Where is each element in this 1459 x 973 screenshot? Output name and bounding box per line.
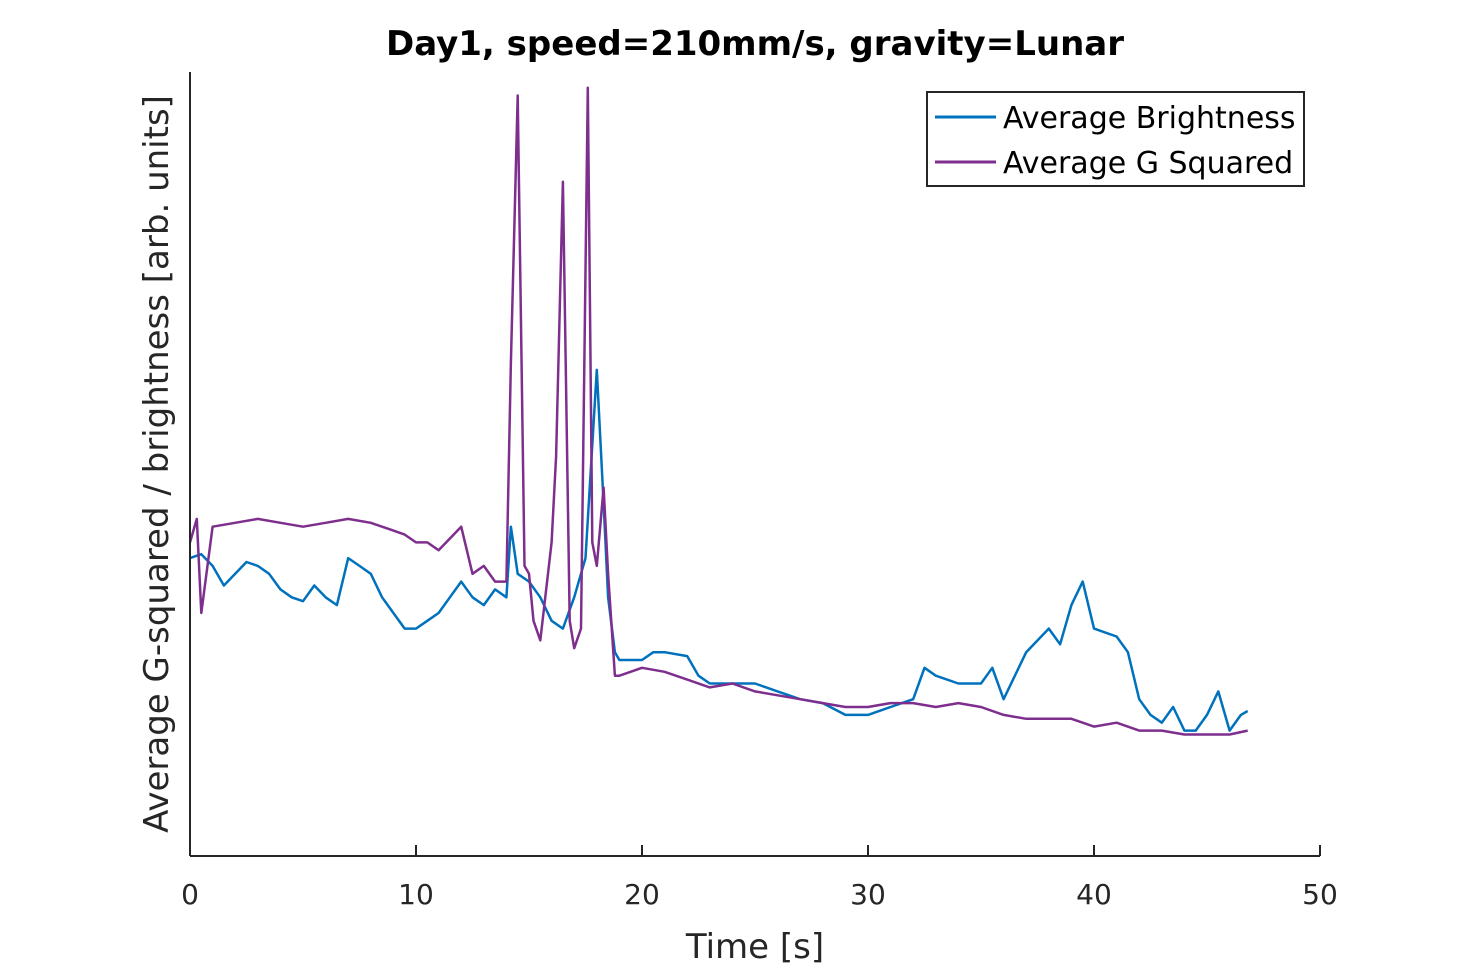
plot-lines (188, 86, 1249, 736)
x-tick-label: 50 (1302, 878, 1338, 911)
x-tick-label: 30 (850, 878, 886, 911)
x-ticks: 0 10 20 30 40 50 (181, 845, 1338, 911)
x-tick-label: 0 (181, 878, 199, 911)
legend: Average Brightness Average G Squared (926, 91, 1305, 187)
legend-box (926, 91, 1305, 187)
x-tick-label: 10 (398, 878, 434, 911)
x-tick-label: 40 (1076, 878, 1112, 911)
x-axis-label: Time [s] (685, 927, 824, 967)
series-line-average-brightness (189, 368, 1249, 732)
legend-label-brightness: Average Brightness (1003, 101, 1296, 136)
legend-label-gsquared: Average G Squared (1003, 146, 1293, 181)
y-axis-label: Average G-squared / brightness [arb. uni… (137, 95, 177, 833)
chart-title: Day1, speed=210mm/s, gravity=Lunar (386, 24, 1124, 64)
series-line-average-g-squared (188, 86, 1248, 736)
x-tick-label: 20 (624, 878, 660, 911)
